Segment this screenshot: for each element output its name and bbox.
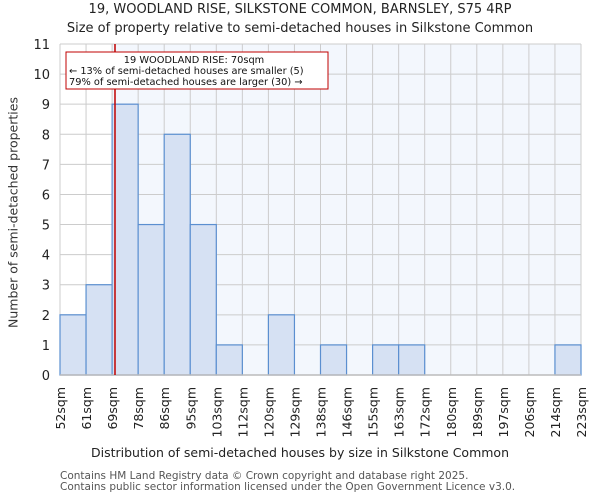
x-tick-label: 61sqm	[79, 387, 94, 430]
y-tick-label: 9	[42, 98, 50, 113]
x-tick-label: 112sqm	[235, 387, 250, 437]
y-tick-label: 0	[42, 369, 50, 384]
y-tick-label: 5	[42, 219, 50, 234]
y-tick-label: 3	[42, 279, 50, 294]
histogram-bar	[398, 344, 426, 376]
x-tick-label: 146sqm	[340, 387, 355, 437]
x-tick-label: 206sqm	[522, 387, 537, 437]
x-tick-label: 120sqm	[261, 387, 276, 437]
histogram-bar	[372, 344, 400, 376]
x-tick-label: 78sqm	[131, 387, 146, 430]
y-tick-label: 7	[42, 158, 50, 173]
x-tick-label: 138sqm	[314, 387, 329, 437]
annotation-title: 19 WOODLAND RISE: 70sqm	[124, 55, 264, 66]
x-tick-label: 180sqm	[444, 387, 459, 437]
x-tick-label: 52sqm	[53, 387, 68, 430]
y-tick-label: 1	[42, 339, 50, 354]
annotation-box	[65, 51, 329, 90]
x-tick-label: 129sqm	[287, 387, 302, 437]
histogram-bar	[59, 314, 87, 376]
histogram-bar	[215, 344, 243, 376]
x-tick-label: 69sqm	[105, 387, 120, 430]
y-tick-label: 2	[42, 309, 50, 324]
histogram-bar	[554, 344, 582, 376]
histogram-bar	[319, 344, 348, 376]
x-axis-label: Distribution of semi-detached houses by …	[91, 445, 509, 460]
chart-title: 19, WOODLAND RISE, SILKSTONE COMMON, BAR…	[88, 2, 512, 17]
histogram-bar	[111, 103, 139, 376]
x-tick-label: 172sqm	[418, 387, 433, 437]
x-tick-label: 223sqm	[574, 387, 589, 437]
x-tick-label: 214sqm	[548, 387, 563, 437]
x-tick-label: 155sqm	[366, 387, 381, 437]
histogram-bar	[267, 314, 296, 376]
histogram-bar	[85, 284, 113, 376]
y-axis-label: Number of semi-detached properties	[5, 97, 21, 328]
histogram-bar	[189, 223, 217, 376]
y-tick-label: 8	[42, 128, 50, 143]
y-tick-label: 4	[42, 249, 50, 264]
footer-copyright: Contains HM Land Registry data © Crown c…	[60, 470, 469, 482]
x-tick-label: 189sqm	[470, 387, 485, 437]
footer-licence: Contains public sector information licen…	[60, 481, 516, 493]
y-tick-label: 10	[33, 68, 50, 83]
annotation-larger: 79% of semi-detached houses are larger (…	[69, 77, 303, 88]
histogram-bar	[137, 223, 165, 376]
x-tick-label: 95sqm	[183, 387, 198, 430]
annotation-smaller: ← 13% of semi-detached houses are smalle…	[69, 66, 304, 77]
x-tick-label: 197sqm	[496, 387, 511, 437]
x-tick-label: 163sqm	[392, 387, 407, 437]
y-tick-label: 11	[33, 38, 50, 53]
histogram-bar	[163, 133, 191, 376]
x-tick-label: 103sqm	[209, 387, 224, 437]
y-tick-label: 6	[42, 188, 50, 203]
x-tick-label: 86sqm	[157, 387, 172, 430]
chart-subtitle: Size of property relative to semi-detach…	[66, 21, 534, 36]
